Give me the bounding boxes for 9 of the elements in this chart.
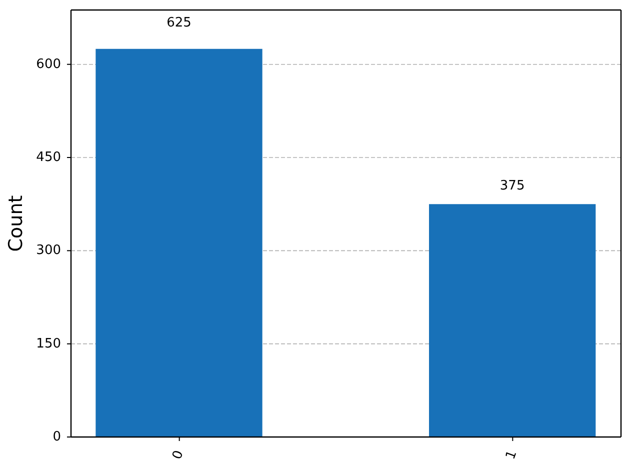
- y-tick-label: 450: [36, 150, 61, 166]
- y-tick-label: 300: [36, 243, 61, 258]
- x-tick-label: 1: [502, 448, 520, 462]
- y-tick-label: 600: [36, 56, 61, 72]
- y-tick-label: 0: [52, 430, 61, 444]
- data-label: 375: [500, 178, 525, 194]
- y-axis-title: Count: [5, 195, 27, 252]
- data-label: 625: [166, 15, 192, 30]
- y-tick-label: 150: [36, 336, 61, 352]
